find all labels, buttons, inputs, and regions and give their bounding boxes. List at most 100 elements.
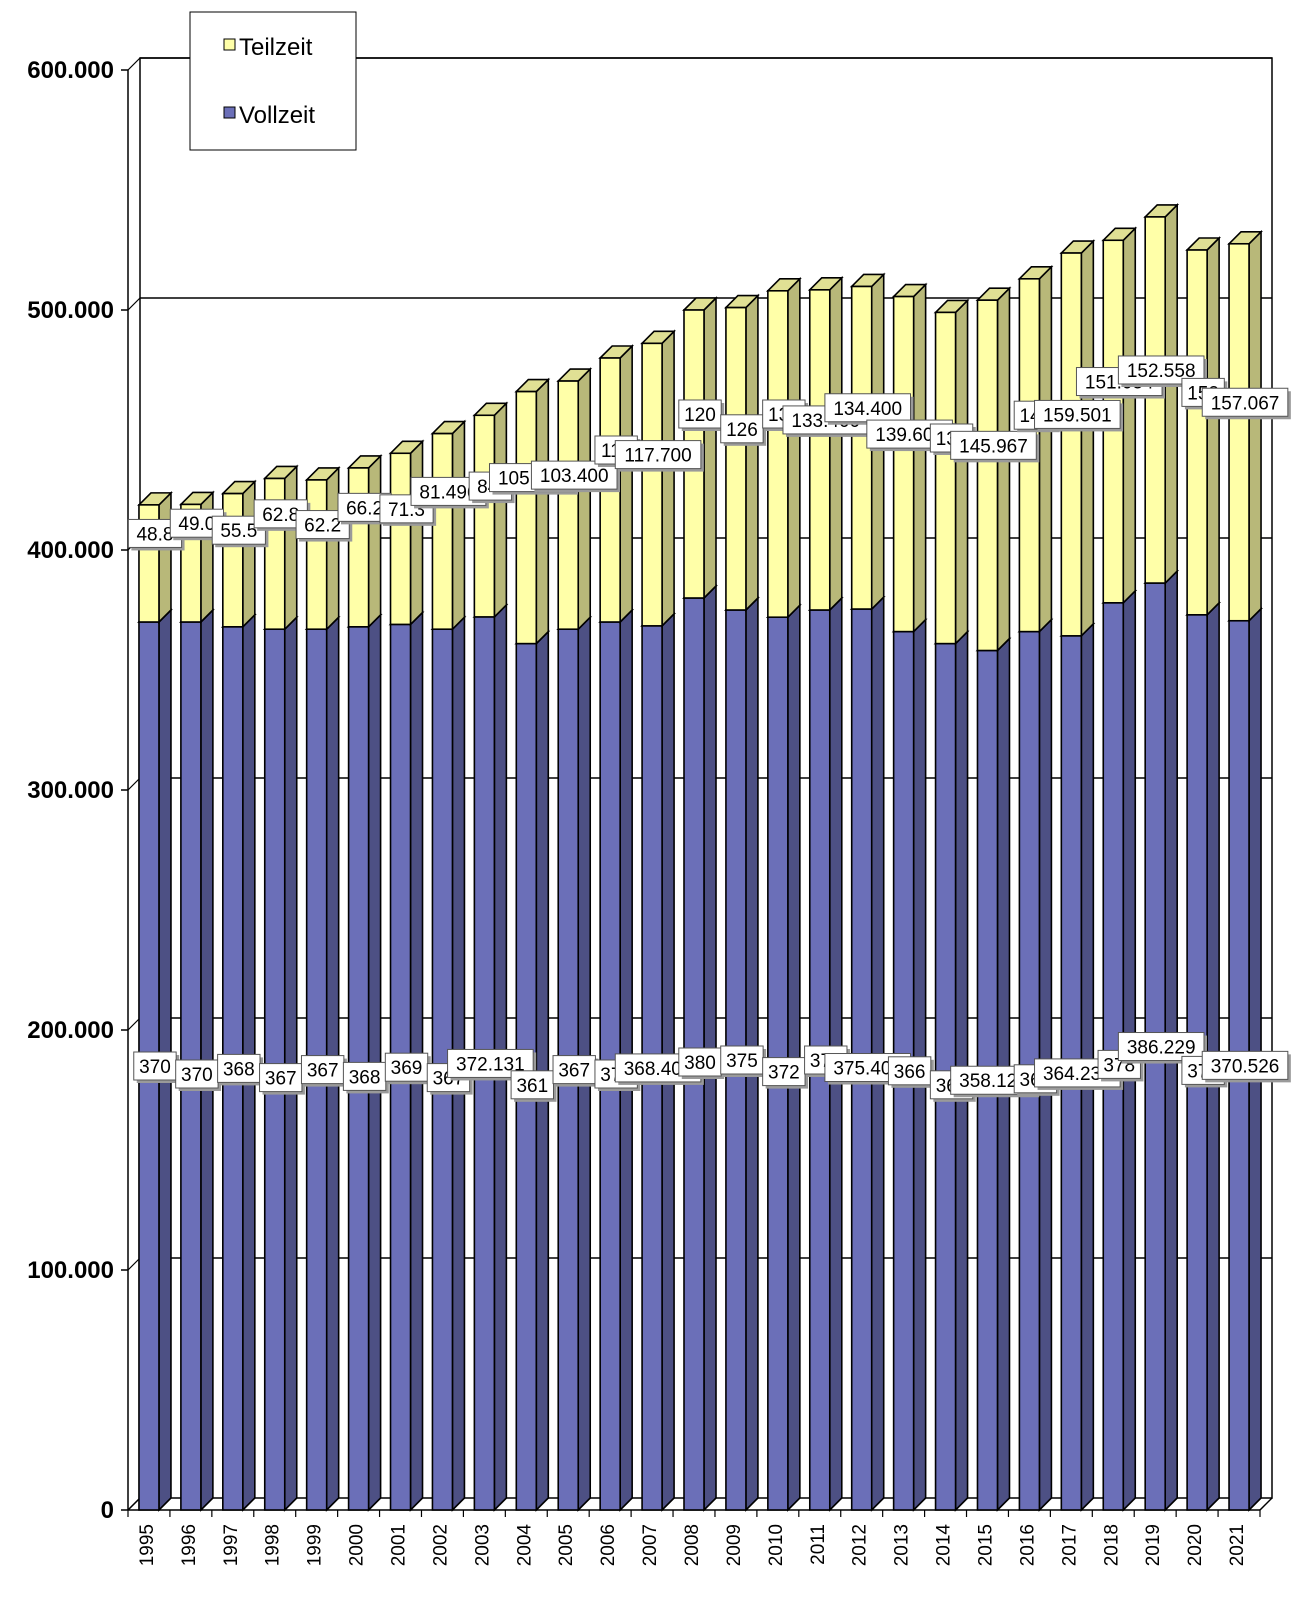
data-label-vollzeit-text: 367	[558, 1061, 590, 1082]
data-label-vollzeit-text: 375.400	[833, 1059, 902, 1080]
x-tick-label: 1995	[137, 1524, 158, 1566]
bar-segment-teilzeit-side	[912, 282, 927, 634]
data-label-vollzeit-box	[678, 1047, 722, 1077]
x-tick-label: 1999	[305, 1524, 326, 1566]
bar-segment-teilzeit-front	[557, 380, 580, 631]
bar-segment-teilzeit	[933, 298, 970, 646]
bar-segment-teilzeit-front	[808, 289, 831, 611]
bar-segment-teilzeit-front	[1060, 252, 1083, 637]
x-tick-label: 2001	[389, 1524, 410, 1566]
data-label-teilzeit-text: 159.501	[1043, 405, 1112, 426]
data-label-teilzeit-text: 103.400	[540, 466, 609, 487]
bar-segment-teilzeit	[1227, 229, 1263, 623]
data-label-teilzeit: 145.967	[950, 430, 1040, 463]
data-label-vollzeit: 372	[762, 1057, 809, 1089]
data-label-vollzeit-text: 372	[768, 1063, 800, 1084]
x-axis-depth	[1259, 1497, 1273, 1511]
bar-segment-teilzeit-side	[325, 465, 340, 632]
data-label-vollzeit: 367	[259, 1063, 305, 1095]
axis-corner	[127, 1497, 141, 1511]
data-label-vollzeit: 370	[175, 1059, 222, 1091]
x-tick-label: 2007	[640, 1524, 661, 1566]
bar-segment-teilzeit-side	[954, 298, 969, 646]
bar-segment-teilzeit-front	[725, 306, 747, 611]
bar-segment-teilzeit	[430, 419, 467, 632]
data-label-vollzeit: 375	[720, 1045, 767, 1077]
bar-segment-teilzeit-side	[787, 276, 801, 620]
bar-segment-teilzeit-side	[828, 275, 843, 612]
data-label-vollzeit: 367	[300, 1055, 347, 1087]
bar-segment-teilzeit-side	[619, 344, 633, 624]
x-tick-label: 2019	[1143, 1524, 1164, 1566]
gridline-side	[127, 297, 141, 311]
data-label-vollzeit-box	[133, 1051, 177, 1081]
x-tick-label: 2008	[682, 1524, 703, 1566]
x-tick-label: 2004	[514, 1524, 535, 1567]
bar-segment-teilzeit	[472, 401, 509, 619]
x-tick-label: 2012	[850, 1524, 871, 1566]
bar-segment-teilzeit-front	[1144, 216, 1166, 584]
bar-segment-teilzeit-front	[641, 342, 663, 627]
bar-segment-teilzeit-side	[493, 401, 508, 619]
data-label-vollzeit-text: 364.238	[1043, 1064, 1112, 1085]
bar-segment-teilzeit	[556, 367, 593, 632]
gridline-side	[127, 1257, 141, 1271]
bar-segment-teilzeit	[346, 453, 383, 629]
data-label-teilzeit-box	[614, 440, 702, 470]
data-label-vollzeit: 367	[552, 1055, 599, 1087]
data-label-vollzeit: 366	[887, 1056, 934, 1088]
bar-segment-teilzeit	[640, 329, 677, 628]
bar-segment-teilzeit-side	[242, 479, 256, 629]
bar-segment-teilzeit	[304, 465, 341, 632]
data-label-vollzeit-box	[1117, 1032, 1205, 1062]
legend-box	[189, 11, 357, 151]
x-tick-label: 2002	[430, 1524, 451, 1566]
x-tick-label: 2021	[1227, 1524, 1248, 1566]
bar-segment-teilzeit-front	[1228, 242, 1250, 622]
data-label-teilzeit: 117.700	[614, 440, 704, 472]
data-label-vollzeit: 369	[384, 1052, 431, 1085]
data-label-teilzeit: 103.400	[530, 460, 621, 493]
bar-segment-teilzeit-side	[283, 464, 298, 632]
bar-segment-teilzeit	[1059, 239, 1096, 638]
bar-segment-teilzeit	[975, 286, 1012, 653]
data-label-vollzeit-text: 367	[265, 1069, 297, 1090]
bar-segment-teilzeit	[723, 293, 760, 612]
data-label-teilzeit-text: 81.496	[419, 482, 477, 503]
bar-segment-teilzeit-side	[1164, 202, 1178, 585]
bar-segment-teilzeit-front	[1186, 249, 1208, 616]
data-label-vollzeit-box	[510, 1070, 554, 1100]
x-tick-label: 2003	[472, 1524, 493, 1566]
x-tick-label: 2020	[1185, 1524, 1206, 1566]
data-label-teilzeit-text: 62.2	[304, 516, 341, 537]
x-tick-label: 1997	[221, 1524, 242, 1566]
data-label-teilzeit-text: 134.400	[833, 399, 902, 420]
bar-segment-teilzeit-front	[473, 414, 496, 618]
data-label-teilzeit-text: 55.5	[220, 521, 257, 542]
gridline-side	[127, 57, 141, 71]
bar-segment-teilzeit-front	[389, 452, 412, 626]
x-tick-labels: 1995 1996 1997 1998 1999 2000 2001 2002 2003 2004…	[127, 1510, 1261, 1567]
data-label-vollzeit: 368	[217, 1053, 264, 1086]
bar-segment-teilzeit-front	[767, 289, 789, 618]
data-label-teilzeit-box	[720, 414, 764, 444]
data-label-teilzeit-box	[950, 430, 1037, 460]
legend-swatch	[223, 38, 236, 51]
bar-segment-teilzeit-front	[892, 295, 915, 633]
bar-segment-teilzeit	[220, 479, 257, 629]
data-label-teilzeit-text: 66.2	[346, 498, 383, 519]
x-tick-label: 2000	[347, 1524, 368, 1566]
x-tick-label: 2010	[766, 1524, 787, 1566]
bar-segment-teilzeit	[137, 490, 173, 624]
data-label-vollzeit-text: 368	[223, 1059, 255, 1080]
bar-segment-teilzeit	[514, 377, 551, 646]
data-label-teilzeit-text: 157.067	[1211, 393, 1280, 414]
data-label-vollzeit-box	[762, 1057, 806, 1087]
bar-segment-teilzeit-front	[976, 299, 999, 652]
bar-segment-teilzeit-side	[577, 367, 592, 632]
bar-segment-teilzeit-side	[661, 329, 675, 628]
bar-segment-teilzeit-front	[515, 390, 538, 645]
bar-segment-teilzeit-front	[934, 311, 957, 645]
y-tick-label: 400.000	[27, 537, 114, 564]
